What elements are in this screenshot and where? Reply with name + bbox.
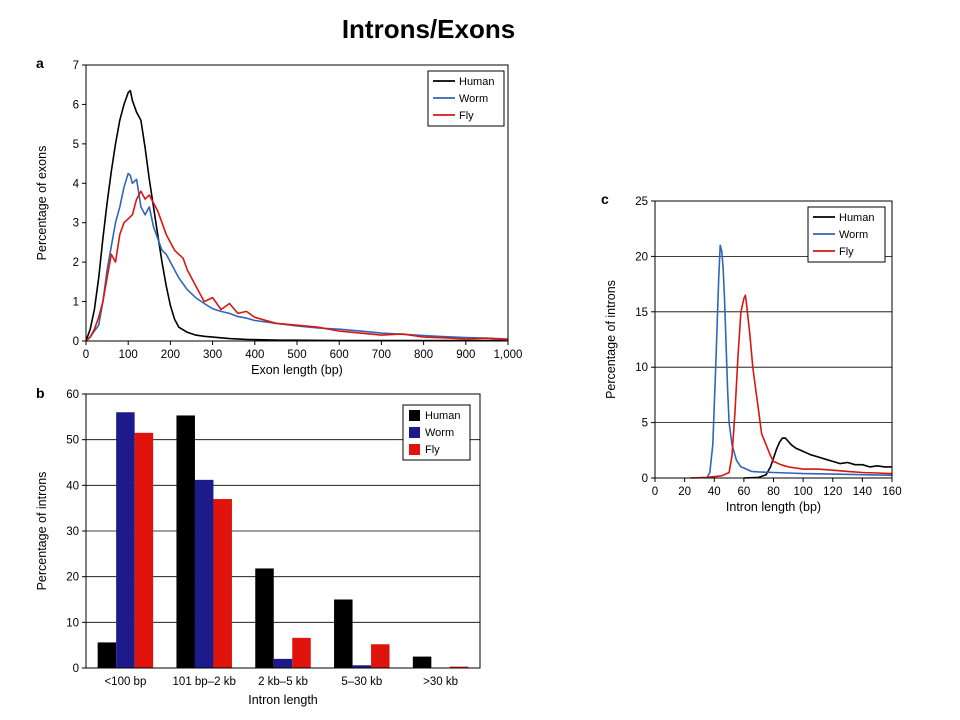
legend-entry: Fly (839, 246, 854, 258)
x-category-label: 5–30 kb (341, 676, 382, 688)
legend-entry: Human (425, 410, 460, 422)
plot-frame (654, 200, 893, 479)
x-axis-label: Intron length (248, 693, 318, 707)
y-tick-label: 50 (66, 435, 79, 447)
bar-worm (194, 479, 214, 668)
y-tick-label: 10 (635, 362, 648, 374)
x-axis-label: Exon length (bp) (251, 363, 343, 377)
bar-human (334, 599, 353, 668)
bar-worm (273, 658, 293, 668)
x-tick-label: 20 (678, 486, 691, 498)
bar-worm (352, 665, 372, 668)
legend-entry: Human (839, 212, 874, 224)
panel-c: c 0 5 10 15 20 25 Percentage of introns Intron l… (601, 191, 902, 514)
x-tick-label: 100 (794, 486, 813, 498)
y-tick-label: 25 (635, 196, 648, 208)
bar-fly (292, 637, 311, 668)
x-tick-label: 60 (737, 486, 750, 498)
legend-entry: Worm (839, 229, 868, 241)
x-tick-label: 500 (287, 349, 306, 361)
x-tick-label: 200 (161, 349, 180, 361)
bar-human (412, 656, 432, 668)
x-tick-label: 700 (372, 349, 391, 361)
y-tick-label: 15 (635, 307, 648, 319)
x-tick-label: 300 (203, 349, 222, 361)
bar-human (255, 568, 274, 668)
y-axis-label: Percentage of exons (35, 146, 49, 261)
x-category-label: 2 kb–5 kb (258, 676, 308, 688)
y-tick-label: 0 (642, 473, 648, 485)
series-line-worm (706, 244, 893, 479)
slide-title: Introns/Exons (341, 14, 516, 44)
y-tick-label: 20 (66, 572, 79, 584)
x-category-label: >30 kb (423, 676, 458, 688)
x-tick-label: 80 (767, 486, 780, 498)
series-line-human (85, 89, 508, 342)
x-tick-label: 0 (83, 349, 89, 361)
y-tick-label: 40 (66, 480, 79, 492)
panel-a: a 0 1 2 3 4 5 6 7 Percentage of exons Exon length … (35, 55, 522, 377)
y-axis-label: Percentage of introns (35, 472, 49, 591)
y-tick-label: 1 (73, 297, 79, 309)
legend-swatch (409, 410, 420, 421)
x-axis-label: Intron length (bp) (726, 500, 821, 514)
x-category-label: <100 bp (104, 676, 146, 688)
panel-label-b: b (36, 385, 45, 401)
plot-frame (85, 64, 509, 342)
y-tick-label: 6 (73, 99, 79, 111)
bar-human (97, 642, 117, 668)
bar-fly (213, 499, 232, 668)
y-tick-label: 20 (635, 251, 648, 263)
x-category-label: 101 bp–2 kb (173, 676, 236, 688)
bar-fly (449, 666, 469, 668)
bar-fly (371, 644, 390, 668)
x-tick-label: 160 (882, 486, 901, 498)
y-tick-label: 0 (73, 336, 79, 348)
legend-entry: Fly (459, 110, 474, 122)
series-line-fly (690, 294, 893, 479)
legend: Human Worm Fly (807, 206, 886, 263)
legend: Human Worm Fly (427, 70, 505, 127)
x-tick-label: 40 (708, 486, 721, 498)
bar-worm (116, 412, 135, 668)
y-axis-label: Percentage of introns (604, 280, 618, 399)
legend-entry: Worm (459, 93, 488, 105)
y-tick-label: 30 (66, 526, 79, 538)
legend-swatch (409, 427, 420, 438)
legend-entry: Fly (425, 444, 440, 456)
y-tick-label: 7 (73, 60, 79, 72)
x-tick-label: 1,000 (494, 349, 523, 361)
series-line-fly (85, 190, 509, 342)
y-tick-label: 0 (73, 663, 79, 675)
panel-b: b 0 10 20 30 40 50 60 Percentage of introns Intro… (35, 385, 481, 707)
x-tick-label: 900 (456, 349, 475, 361)
x-tick-label: 0 (652, 486, 658, 498)
legend-swatch (409, 444, 420, 455)
series-line-worm (85, 172, 509, 342)
x-tick-label: 100 (119, 349, 138, 361)
x-tick-label: 600 (330, 349, 349, 361)
x-tick-label: 400 (245, 349, 264, 361)
plot-frame (85, 393, 481, 669)
legend-entry: Worm (425, 427, 454, 439)
legend-entry: Human (459, 76, 494, 88)
x-tick-label: 800 (414, 349, 433, 361)
y-tick-label: 4 (73, 178, 80, 190)
y-tick-label: 10 (66, 617, 79, 629)
x-tick-label: 120 (823, 486, 842, 498)
bar-human (176, 415, 195, 668)
y-tick-label: 2 (73, 257, 79, 269)
series-line-human (743, 437, 892, 479)
legend: Human Worm Fly (402, 404, 471, 461)
y-tick-label: 60 (66, 389, 79, 401)
x-tick-label: 140 (853, 486, 872, 498)
panel-label-a: a (36, 55, 44, 71)
panel-label-c: c (601, 191, 609, 207)
y-tick-label: 5 (642, 418, 648, 430)
bar-fly (134, 432, 154, 668)
y-tick-label: 3 (73, 218, 79, 230)
y-tick-label: 5 (73, 139, 79, 151)
